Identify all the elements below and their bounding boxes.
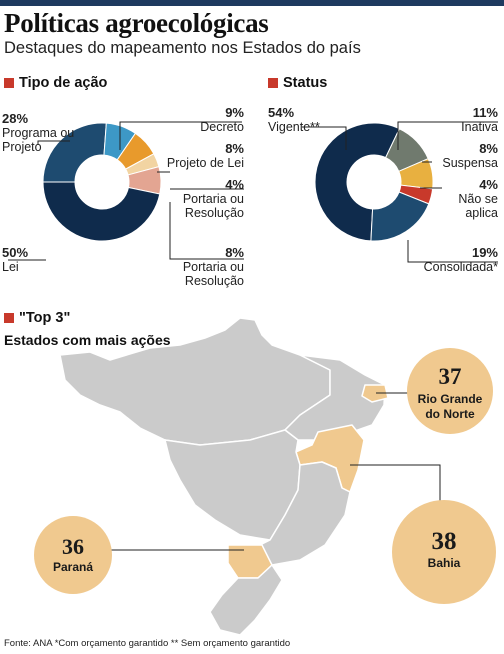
tipo-label-portaria-4: 4% Portaria ou Resolução	[174, 177, 244, 221]
tipo-pct-portaria-8: 8%	[225, 245, 244, 260]
status-text-inativa: Inativa	[461, 120, 498, 134]
tipo-text-portaria-8: Portaria ou Resolução	[182, 260, 244, 288]
tipo-label-lei: 50% Lei	[2, 245, 29, 275]
tipo-label-projeto-de-lei: 8% Projeto de Lei	[166, 141, 244, 171]
status-label-vigente: 54% Vigente**	[268, 105, 320, 135]
tipo-text-portaria-4: Portaria ou Resolução	[182, 192, 244, 220]
status-pct-nao-se-aplica: 4%	[479, 177, 498, 192]
red-square-icon	[268, 78, 278, 88]
status-text-consolidada: Consolidada*	[423, 260, 498, 274]
leader-lines-map	[110, 392, 441, 551]
section-top3-title: "Top 3"	[19, 310, 71, 326]
status-slice-0	[314, 122, 401, 242]
bubble-name-bahia: Bahia	[427, 556, 461, 570]
map-southeast-region	[259, 461, 351, 566]
bubble-bahia: 38 Bahia	[392, 500, 496, 604]
leader-lines-tipo	[8, 121, 244, 261]
bubble-rio-grande-do-norte: 37 Rio Grande do Norte	[407, 348, 493, 434]
tipo-text-programa: Programa ou Projeto	[2, 126, 75, 154]
tipo-label-programa: 28% Programa ou Projeto	[2, 111, 82, 155]
bubble-value-bahia: 38	[431, 528, 457, 555]
bubble-value-rn: 37	[438, 364, 462, 389]
leader-lines-status	[302, 121, 498, 263]
tipo-text-lei: Lei	[2, 260, 19, 274]
tipo-pct-decreto: 9%	[225, 105, 244, 120]
section-top3: "Top 3"	[4, 310, 70, 326]
tipo-pct-portaria-4: 4%	[225, 177, 244, 192]
status-text-suspensa: Suspensa	[442, 156, 498, 170]
brazil-map	[59, 317, 389, 636]
status-slice-4	[370, 191, 430, 242]
status-label-inativa: 11% Inativa	[461, 105, 498, 135]
tipo-text-projeto: Projeto de Lei	[166, 156, 244, 170]
map-south-region	[209, 564, 283, 636]
tipo-pct-projeto: 8%	[225, 141, 244, 156]
bubble-value-parana: 36	[62, 534, 84, 559]
bubble-parana: 36 Paraná	[34, 516, 112, 594]
top-accent-bar	[0, 0, 504, 6]
tipo-label-decreto: 9% Decreto	[200, 105, 244, 135]
tipo-pct-programa: 28%	[2, 111, 29, 126]
red-square-icon	[4, 313, 14, 323]
page-title: Políticas agroecológicas	[4, 8, 269, 38]
tipo-slice-1	[42, 122, 107, 183]
status-text-vigente: Vigente**	[268, 120, 320, 134]
section-tipo-de-acao: Tipo de ação	[4, 75, 107, 91]
status-label-suspensa: 8% Suspensa	[442, 141, 498, 171]
donut-chart-status	[314, 122, 434, 242]
footer-source: Fonte: ANA *Com orçamento garantido ** S…	[4, 638, 291, 649]
status-pct-suspensa: 8%	[479, 141, 498, 156]
status-pct-inativa: 11%	[472, 105, 498, 120]
tipo-slice-0	[42, 181, 161, 242]
section-status-title: Status	[283, 75, 328, 91]
status-label-consolidada: 19% Consolidada*	[423, 245, 498, 275]
section-tipo-title: Tipo de ação	[19, 75, 108, 91]
red-square-icon	[4, 78, 14, 88]
top3-subtitle: Estados com mais ações	[4, 332, 171, 348]
status-pct-vigente: 54%	[268, 105, 295, 120]
page-subtitle: Destaques do mapeamento nos Estados do p…	[4, 39, 361, 57]
tipo-pct-lei: 50%	[2, 245, 29, 260]
tipo-label-portaria-8: 8% Portaria ou Resolução	[174, 245, 244, 289]
bubble-name-rn: Rio Grande do Norte	[417, 392, 483, 421]
status-label-nao-se-aplica: 4% Não se aplica	[438, 177, 498, 221]
tipo-text-decreto: Decreto	[200, 120, 244, 134]
status-pct-consolidada: 19%	[471, 245, 498, 260]
bubble-name-parana: Paraná	[52, 560, 94, 574]
map-state-rio-grande-do-norte	[361, 384, 389, 403]
status-text-nao-se-aplica: Não se aplica	[458, 192, 498, 220]
section-status: Status	[268, 75, 327, 91]
